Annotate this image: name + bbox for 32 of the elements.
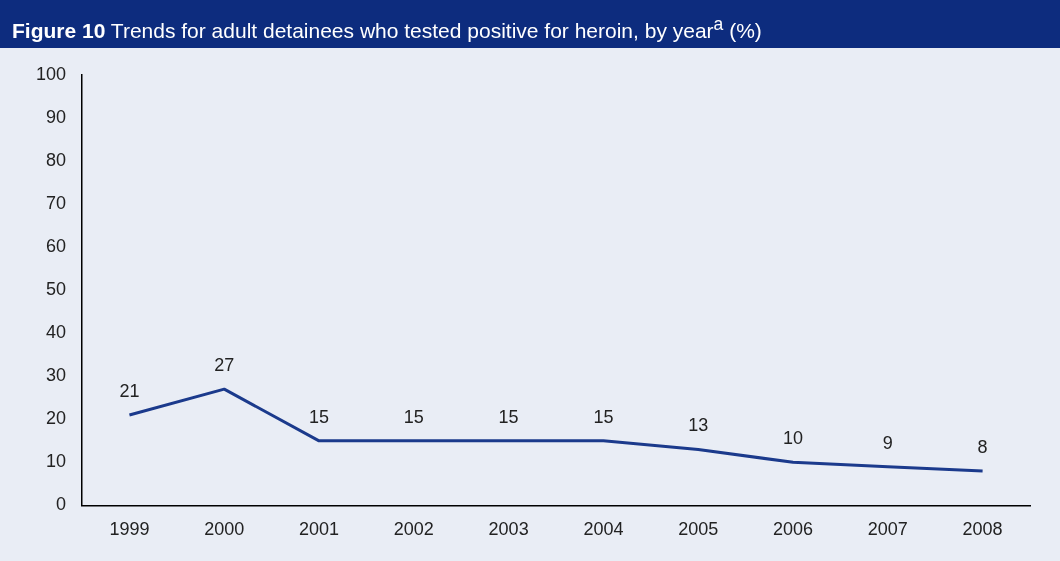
x-tick-label: 2006 — [772, 519, 814, 540]
x-tick-label: 2007 — [867, 519, 908, 540]
x-tick-label: 2003 — [488, 519, 529, 540]
x-tick-label: 2008 — [962, 519, 1003, 540]
data-label: 9 — [882, 432, 893, 453]
y-tick-label: 0 — [56, 494, 67, 515]
x-tick-label: 2002 — [393, 519, 434, 540]
y-tick-label: 20 — [46, 408, 67, 429]
x-tick-label: 1999 — [109, 519, 150, 540]
data-label: 15 — [593, 406, 614, 427]
y-tick-label: 50 — [46, 279, 67, 300]
y-tick-label: 100 — [35, 63, 67, 84]
data-label: 15 — [309, 406, 330, 427]
data-label: 10 — [782, 428, 804, 449]
x-tick-label: 2004 — [583, 519, 624, 540]
y-tick-label: 80 — [46, 149, 67, 170]
x-tick-label: 2005 — [678, 519, 719, 540]
data-label: 8 — [977, 436, 988, 457]
x-tick-label: 2000 — [204, 519, 245, 540]
data-label: 15 — [498, 406, 519, 427]
y-tick-label: 30 — [46, 365, 67, 386]
data-label: 15 — [403, 406, 424, 427]
y-tick-label: 10 — [46, 451, 67, 472]
y-tick-label: 90 — [46, 106, 67, 127]
x-tick-label: 2001 — [299, 519, 340, 540]
y-tick-label: 70 — [46, 192, 67, 213]
data-label: 13 — [688, 415, 709, 436]
y-tick-label: 60 — [46, 236, 67, 257]
y-tick-label: 40 — [46, 322, 67, 343]
chart-title: Figure 10 Trends for adult detainees who tested positive for heroin, by year$^{a}$ (%) — [12, 14, 762, 42]
data-label: 27 — [214, 355, 235, 376]
data-label: 21 — [119, 380, 140, 401]
